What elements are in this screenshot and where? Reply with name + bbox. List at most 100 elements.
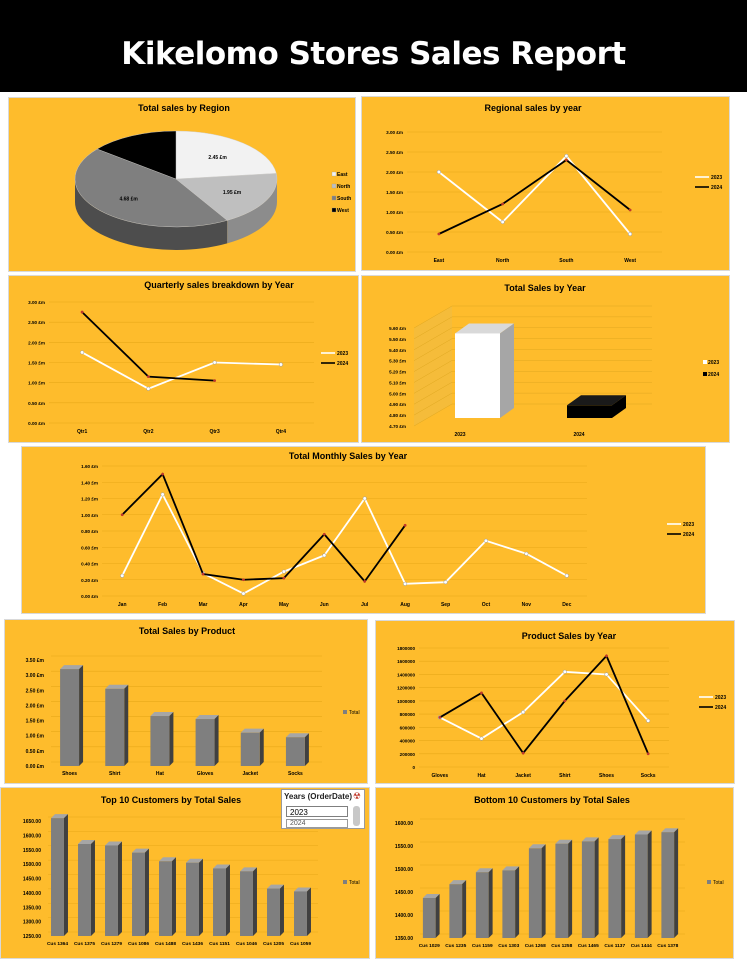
top10-bar-top <box>78 840 95 844</box>
top10-bar-side <box>63 814 68 936</box>
productyear-series-line-2024 <box>439 654 649 755</box>
product-bar <box>105 688 125 766</box>
bottom10-bar-side <box>515 866 520 938</box>
productyear-point-2024 <box>646 752 650 756</box>
regional-point-2024 <box>628 208 632 212</box>
product-xtick: Shoes <box>62 771 77 777</box>
top10-bar-top <box>51 814 68 819</box>
productyear-title: Product Sales by Year <box>522 631 617 641</box>
top10-bar <box>267 888 280 936</box>
top10-chart-svg: Top 10 Customers by Total Sales 1250.00 13… <box>23 795 360 947</box>
productyear-xtick: Shoes <box>599 773 614 779</box>
regional-chart-svg: Regional sales by year 0.00 £m 0.50 £m 1.00… <box>386 103 722 264</box>
bottom10-customers-panel: Bottom 10 Customers by Total Sales 1350.0… <box>375 787 734 959</box>
productyear-ytick: 600000 <box>400 725 416 730</box>
monthly-point-2023 <box>524 551 529 556</box>
monthly-point-2024 <box>201 572 205 576</box>
product-bar-top <box>150 712 174 717</box>
slicer-item-selected[interactable]: 2023 <box>286 806 348 817</box>
productyear-legend-label: 2023 <box>715 695 726 701</box>
yearly-ytick: 4.90 £m <box>389 402 406 407</box>
top10-bar-side <box>306 887 311 936</box>
bottom10-bar-top <box>475 868 493 873</box>
regional-xtick: West <box>624 258 636 264</box>
regional-ytick: 0.50 £m <box>386 230 403 235</box>
region-legend-swatch <box>331 207 337 213</box>
monthly-xtick: Dec <box>562 602 571 608</box>
product-bar <box>150 716 170 766</box>
top10-xtick: Cus 1151 <box>209 941 230 947</box>
slicer-scrollbar[interactable] <box>353 806 360 826</box>
yearly-ytick: 5.00 £m <box>389 391 406 396</box>
yearly-gridline <box>413 382 453 405</box>
top10-bar <box>159 861 172 936</box>
monthly-xtick: Apr <box>239 602 248 608</box>
bottom10-xtick: Cus 1235 <box>445 943 466 949</box>
quarterly-xtick: Qtr2 <box>143 429 154 435</box>
bottom10-bar <box>422 897 436 938</box>
quarterly-title: Quarterly sales breakdown by Year <box>144 280 294 290</box>
monthly-title: Total Monthly Sales by Year <box>289 451 408 461</box>
product-ytick: 2.00 £m <box>26 703 45 709</box>
bottom10-bar-side <box>488 868 493 938</box>
top10-bar <box>105 845 118 936</box>
yearly-title: Total Sales by Year <box>504 283 586 293</box>
product-xtick: Gloves <box>197 771 214 777</box>
quarterly-ytick: 1.00 £m <box>28 381 45 386</box>
monthly-ytick: 0.40 £m <box>81 562 98 567</box>
productyear-ytick: 1800000 <box>397 646 415 651</box>
product-bar-top <box>105 684 129 689</box>
quarterly-point-2024 <box>213 379 217 383</box>
product-bar <box>285 737 305 766</box>
product-bar <box>240 732 260 766</box>
yearly-gridline <box>413 403 453 427</box>
productyear-xtick: Hat <box>477 773 485 779</box>
productyear-xtick: Jacket <box>515 773 531 779</box>
productyear-ytick: 1400000 <box>397 672 415 677</box>
productyear-point-2024 <box>480 691 483 695</box>
productyear-chart-svg: Product Sales by Year 0 200000 400000 600000… <box>397 631 726 779</box>
monthly-point-2023 <box>120 573 125 578</box>
yearly-ytick: 5.30 £m <box>389 359 406 364</box>
region-legend-label: West <box>337 208 349 214</box>
product-bar-side <box>214 715 219 766</box>
monthly-series-line-2023 <box>121 492 568 595</box>
bottom10-bar-top <box>608 835 626 840</box>
slicer-item-next[interactable]: 2024 <box>286 819 348 828</box>
monthly-sales-panel: Total Monthly Sales by Year 0.00 £m 0.20 £… <box>21 446 706 614</box>
top10-bar <box>294 891 307 936</box>
clear-filter-icon[interactable]: ☢ <box>352 791 361 801</box>
productyear-xtick: Gloves <box>431 773 448 779</box>
productyear-series-line-2023 <box>439 670 649 740</box>
regional-point-2023 <box>628 231 633 237</box>
regional-ytick: 2.00 £m <box>386 170 403 175</box>
monthly-legend-label: 2023 <box>683 522 694 528</box>
top10-bar <box>78 844 91 936</box>
yearly-sales-panel: Total Sales by Year 4.70 £m 4.80 £m 4.90 £m… <box>361 275 730 443</box>
quarterly-ytick: 0.50 £m <box>28 401 45 406</box>
regional-point-2023 <box>564 153 569 159</box>
yearly-bar-top <box>567 395 626 406</box>
bottom10-bar <box>634 834 648 938</box>
product-sales-panel: Total Sales by Product 0.00 £m 0.50 £m 1.00… <box>4 619 368 784</box>
top10-bar <box>132 852 145 936</box>
productyear-point-2023 <box>604 672 609 677</box>
product-bar-top <box>60 665 84 670</box>
top10-ytick: 1300.00 <box>23 920 41 926</box>
quarterly-point-2024 <box>146 375 150 379</box>
monthly-ytick: 1.20 £m <box>81 497 98 502</box>
yearly-legend-swatch <box>703 372 707 376</box>
productyear-point-2023 <box>646 718 651 723</box>
yearly-gridline <box>413 327 453 350</box>
region-pie-label: 2.45 £m <box>208 155 227 161</box>
regional-ytick: 3.00 £m <box>386 130 403 135</box>
product-xtick: Shirt <box>109 771 121 777</box>
product-ytick: 3.00 £m <box>26 673 45 679</box>
region-pie-slice-south <box>74 148 228 228</box>
product-legend-label: Total <box>349 710 360 716</box>
product-xtick: Hat <box>156 771 164 777</box>
top10-xtick: Cus 1436 <box>182 941 203 947</box>
bottom10-legend-swatch <box>707 880 711 884</box>
year-slicer[interactable]: Years (OrderDate) ☢ 2023 2024 <box>281 789 365 829</box>
monthly-point-2024 <box>322 532 326 536</box>
